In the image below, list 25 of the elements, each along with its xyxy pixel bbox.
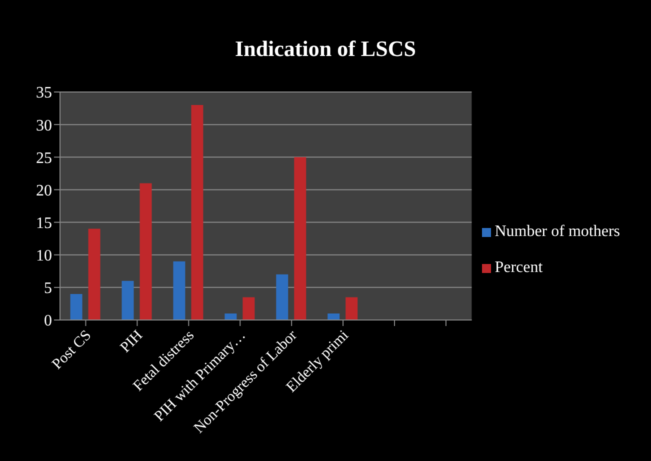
bar (173, 261, 186, 320)
bar (122, 280, 134, 320)
bar (88, 228, 100, 320)
y-tick-label: 5 (44, 280, 52, 298)
bar (328, 313, 340, 320)
y-tick-label: 20 (36, 182, 52, 200)
bar (242, 297, 255, 320)
legend-label: Number of mothers (494, 223, 620, 240)
y-tick-label: 0 (44, 312, 52, 330)
x-tick-label: Post CS (49, 328, 95, 373)
bar (294, 157, 306, 320)
bar (70, 294, 82, 320)
x-tick-label: PIH (118, 327, 146, 356)
bar (346, 297, 358, 320)
legend-label: Percent (494, 259, 543, 276)
chart-title: Indication of LSCS (234, 36, 417, 62)
y-tick-label: 35 (36, 84, 52, 102)
bar (140, 183, 152, 320)
y-tick-label: 10 (36, 248, 52, 265)
bar (191, 105, 204, 320)
y-tick-label: 25 (36, 150, 52, 167)
y-tick-label: 15 (36, 214, 52, 232)
y-tick-label: 30 (36, 117, 52, 134)
bar (224, 313, 237, 320)
bar (276, 274, 288, 320)
